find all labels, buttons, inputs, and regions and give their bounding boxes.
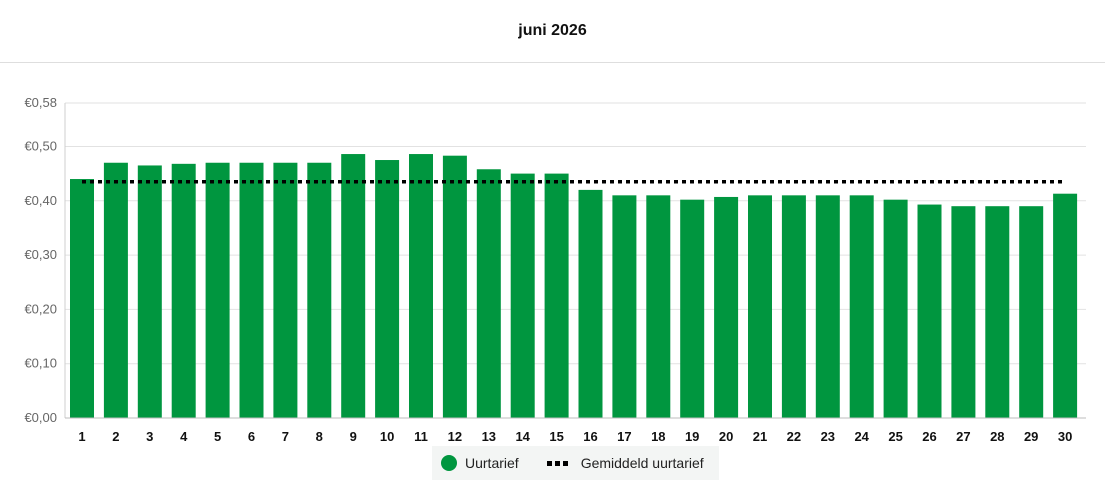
bar-day-23 bbox=[815, 195, 840, 418]
bar-day-15 bbox=[544, 173, 569, 418]
bar-day-8 bbox=[307, 162, 332, 418]
x-tick-label: 29 bbox=[1024, 429, 1038, 444]
bar-day-10 bbox=[375, 160, 400, 418]
x-tick-label: 4 bbox=[180, 429, 188, 444]
x-tick-label: 24 bbox=[854, 429, 869, 444]
bar-day-12 bbox=[442, 155, 467, 418]
y-tick-label: €0,40 bbox=[24, 193, 57, 208]
bar-day-20 bbox=[714, 196, 739, 418]
x-tick-label: 26 bbox=[922, 429, 936, 444]
x-tick-label: 23 bbox=[821, 429, 835, 444]
x-tick-label: 19 bbox=[685, 429, 699, 444]
bar-day-6 bbox=[239, 162, 264, 418]
x-tick-label: 22 bbox=[787, 429, 801, 444]
legend-label-uurtarief: Uurtarief bbox=[465, 455, 519, 471]
x-tick-label: 13 bbox=[482, 429, 496, 444]
bar-day-5 bbox=[205, 162, 230, 418]
x-tick-label: 7 bbox=[282, 429, 289, 444]
y-tick-label: €0,50 bbox=[24, 138, 57, 153]
bar-day-11 bbox=[409, 154, 433, 418]
chart-legend: Uurtarief Gemiddeld uurtarief bbox=[432, 446, 719, 480]
bar-day-24 bbox=[849, 195, 874, 418]
chart-header: juni 2026 bbox=[0, 0, 1105, 63]
x-tick-label: 8 bbox=[316, 429, 323, 444]
x-tick-label: 6 bbox=[248, 429, 255, 444]
x-tick-label: 3 bbox=[146, 429, 153, 444]
dotted-line-icon bbox=[546, 460, 571, 466]
bar-day-9 bbox=[341, 154, 366, 418]
y-tick-label: €0,58 bbox=[24, 95, 57, 110]
x-tick-label: 27 bbox=[956, 429, 970, 444]
x-tick-label: 2 bbox=[112, 429, 119, 444]
x-tick-label: 18 bbox=[651, 429, 665, 444]
bar-day-3 bbox=[137, 165, 162, 418]
legend-item-uurtarief[interactable]: Uurtarief bbox=[441, 455, 519, 471]
green-circle-icon bbox=[441, 455, 457, 471]
x-tick-label: 17 bbox=[617, 429, 631, 444]
x-tick-label: 12 bbox=[448, 429, 462, 444]
bar-day-22 bbox=[781, 195, 806, 418]
x-tick-label: 21 bbox=[753, 429, 767, 444]
bar-day-7 bbox=[273, 162, 298, 418]
bar-day-29 bbox=[1019, 206, 1044, 418]
bar-day-4 bbox=[171, 163, 196, 418]
bar-day-27 bbox=[951, 206, 976, 418]
bar-day-25 bbox=[883, 199, 908, 418]
bar-day-19 bbox=[680, 199, 705, 418]
legend-label-gemiddeld: Gemiddeld uurtarief bbox=[580, 455, 704, 471]
x-tick-label: 25 bbox=[888, 429, 902, 444]
chart-title: juni 2026 bbox=[518, 22, 587, 39]
x-tick-label: 14 bbox=[515, 429, 530, 444]
x-tick-label: 16 bbox=[583, 429, 597, 444]
y-tick-label: €0,10 bbox=[24, 356, 57, 371]
x-tick-label: 10 bbox=[380, 429, 394, 444]
y-tick-label: €0,30 bbox=[24, 247, 57, 262]
bar-day-17 bbox=[612, 195, 637, 418]
bar-day-18 bbox=[646, 195, 671, 418]
x-tick-label: 1 bbox=[78, 429, 85, 444]
x-tick-label: 28 bbox=[990, 429, 1004, 444]
bar-day-1 bbox=[70, 179, 94, 418]
bar-day-14 bbox=[510, 173, 535, 418]
y-tick-label: €0,00 bbox=[24, 410, 57, 425]
bar-day-28 bbox=[985, 206, 1010, 418]
bar-day-21 bbox=[748, 195, 772, 418]
legend-item-gemiddeld[interactable]: Gemiddeld uurtarief bbox=[546, 455, 704, 471]
bar-day-2 bbox=[103, 162, 128, 418]
bar-day-26 bbox=[917, 204, 942, 418]
bar-day-30 bbox=[1053, 193, 1078, 418]
bar-day-13 bbox=[476, 169, 501, 418]
x-tick-label: 5 bbox=[214, 429, 221, 444]
x-tick-label: 9 bbox=[350, 429, 357, 444]
x-tick-label: 15 bbox=[549, 429, 563, 444]
bar-day-16 bbox=[578, 189, 603, 418]
x-tick-label: 30 bbox=[1058, 429, 1072, 444]
x-tick-label: 20 bbox=[719, 429, 733, 444]
x-tick-label: 11 bbox=[414, 429, 428, 444]
y-tick-label: €0,20 bbox=[24, 301, 57, 316]
